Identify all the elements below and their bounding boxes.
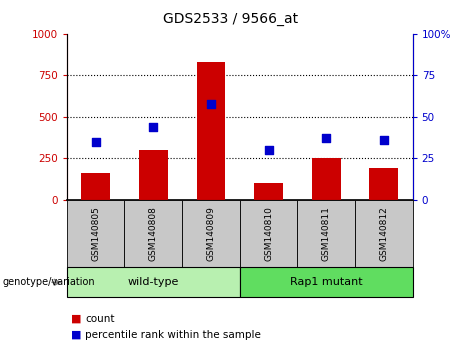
Point: [265, 147, 272, 153]
Bar: [312, 158, 341, 200]
Text: GSM140809: GSM140809: [207, 206, 215, 261]
Point: [149, 124, 157, 130]
Bar: [254, 183, 283, 200]
Point: [92, 139, 99, 144]
Text: GSM140812: GSM140812: [379, 206, 388, 261]
Point: [322, 136, 330, 141]
Bar: [139, 150, 168, 200]
Point: [207, 101, 214, 106]
Bar: [81, 173, 110, 200]
Text: genotype/variation: genotype/variation: [2, 277, 95, 287]
Bar: [369, 167, 398, 200]
Text: GSM140808: GSM140808: [149, 206, 158, 261]
Text: GSM140810: GSM140810: [264, 206, 273, 261]
Text: GSM140811: GSM140811: [322, 206, 331, 261]
Text: Rap1 mutant: Rap1 mutant: [290, 277, 362, 287]
Text: wild-type: wild-type: [128, 277, 179, 287]
Text: count: count: [85, 314, 115, 324]
Point: [380, 137, 387, 143]
Text: percentile rank within the sample: percentile rank within the sample: [85, 330, 261, 339]
Bar: [196, 62, 225, 200]
Text: ■: ■: [71, 330, 82, 339]
Text: GDS2533 / 9566_at: GDS2533 / 9566_at: [163, 12, 298, 27]
Text: ■: ■: [71, 314, 82, 324]
Text: GSM140805: GSM140805: [91, 206, 100, 261]
